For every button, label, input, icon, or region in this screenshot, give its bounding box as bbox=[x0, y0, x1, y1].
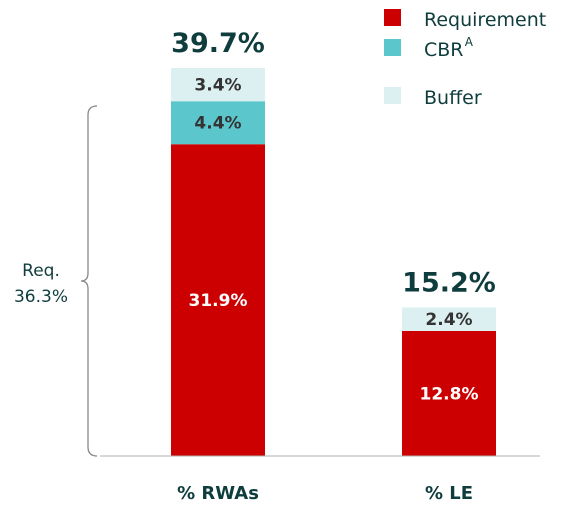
requirement-bracket bbox=[80, 105, 98, 457]
bracket-label-line1: Req. bbox=[22, 261, 60, 281]
bar-segment-cbr-0 bbox=[171, 101, 265, 145]
legend-swatch-cbr bbox=[384, 39, 401, 56]
bracket-path bbox=[80, 105, 98, 457]
bars-layer bbox=[171, 68, 496, 456]
total-label-0: 39.7% bbox=[171, 28, 265, 59]
legend-superscript-cbr: A bbox=[465, 35, 474, 49]
bar-segment-buffer-0 bbox=[171, 68, 265, 102]
legend-label-requirement: Requirement bbox=[424, 9, 546, 31]
segment-label-cbr-0: 4.4% bbox=[194, 114, 241, 134]
segment-label-buffer-0: 3.4% bbox=[194, 76, 241, 96]
legend-swatch-requirement bbox=[384, 9, 401, 26]
legend-label-cbr: CBR bbox=[424, 39, 464, 61]
bar-segment-requirement-1 bbox=[402, 330, 496, 456]
legend: Requirement CBR A Buffer bbox=[384, 9, 546, 109]
segment-label-requirement-0: 31.9% bbox=[189, 291, 248, 311]
segment-label-requirement-1: 12.8% bbox=[420, 384, 479, 404]
segment-label-buffer-1: 2.4% bbox=[425, 310, 472, 330]
labels-layer: 31.9% 4.4% 3.4% 39.7% % RWAs 12.8% 2.4% 15.2% % … bbox=[171, 28, 496, 504]
category-label-0: % RWAs bbox=[177, 483, 259, 504]
legend-swatch-buffer bbox=[384, 87, 401, 104]
bracket-label-line2: 36.3% bbox=[14, 287, 68, 307]
legend-label-buffer: Buffer bbox=[424, 87, 482, 109]
category-label-1: % LE bbox=[425, 483, 473, 504]
total-label-1: 15.2% bbox=[402, 267, 496, 298]
bar-segment-buffer-1 bbox=[402, 307, 496, 331]
bar-segment-requirement-0 bbox=[171, 144, 265, 456]
